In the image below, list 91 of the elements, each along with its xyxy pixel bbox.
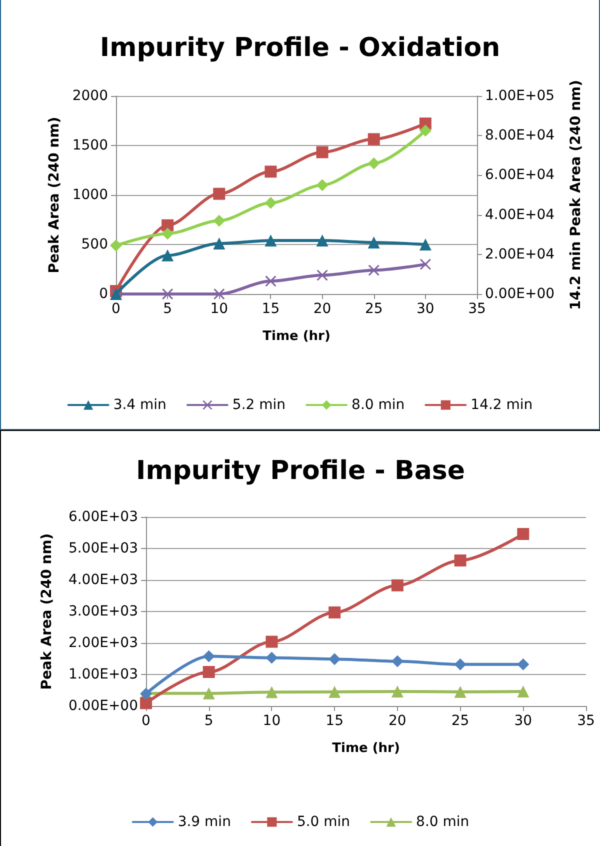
x-tick-label: 25	[451, 713, 470, 729]
point	[202, 650, 215, 662]
x-tick-label: 10	[262, 713, 281, 729]
x-tick-label: 30	[416, 301, 434, 317]
point	[391, 686, 404, 698]
x-tick-label: 0	[142, 713, 150, 729]
point	[517, 528, 530, 540]
point	[266, 686, 278, 698]
point	[368, 236, 380, 249]
x-tick-label: 35	[577, 713, 595, 729]
y2-tick-label: 2.00E+04	[485, 246, 555, 262]
point	[419, 238, 432, 250]
x-tick-label: 5	[204, 713, 214, 729]
point	[213, 214, 226, 227]
y-tick-label: 1000	[72, 187, 108, 203]
y-tick-label: 1.00E+03	[68, 666, 138, 682]
point	[517, 658, 530, 670]
y-tick-label: 1500	[72, 138, 108, 154]
point	[213, 238, 226, 250]
x-tick-label: 20	[313, 301, 332, 317]
legend-label: 8.0 min	[352, 397, 405, 413]
point	[213, 188, 226, 200]
y-tick-label: 5.00E+03	[68, 540, 138, 556]
legend-label: 5.0 min	[296, 814, 350, 830]
x-tick-label: 0	[112, 301, 120, 317]
point	[316, 179, 328, 192]
x-tick-label: 5	[163, 301, 172, 317]
point	[162, 228, 174, 240]
x-tick-label: 35	[468, 301, 486, 317]
chart-title: Impurity Profile - Oxidation	[100, 33, 500, 63]
y-tick-label: 0.00E+00	[68, 698, 138, 714]
point	[316, 146, 328, 158]
point	[264, 196, 277, 209]
y2-tick-label: 4.00E+04	[485, 206, 555, 223]
y-tick-label: 2000	[72, 88, 108, 104]
y2-tick-label: 8.00E+04	[485, 128, 555, 144]
point	[454, 554, 466, 566]
legend-label: 3.4 min	[113, 397, 166, 413]
y2-tick-label: 6.00E+04	[485, 167, 555, 184]
point	[517, 686, 530, 698]
x-tick-label: 10	[210, 301, 228, 317]
legend-label: 14.2 min	[470, 397, 533, 413]
x-axis-title: Time (hr)	[332, 741, 400, 756]
point	[316, 234, 328, 247]
point	[110, 239, 122, 252]
point	[162, 219, 174, 232]
point	[140, 697, 152, 710]
y2-tick-label: 1.00E+05	[485, 88, 555, 104]
y-tick-label: 2.00E+03	[68, 635, 138, 651]
x-tick-label: 15	[326, 713, 344, 729]
point	[162, 249, 174, 262]
y2-tick-label: 0.00E+00	[485, 286, 555, 302]
chart-title: Impurity Profile - Base	[136, 456, 465, 486]
point	[162, 288, 174, 300]
y-axis-title: Peak Area (240 nm)	[46, 116, 62, 274]
legend-label: 8.0 min	[416, 814, 470, 830]
x-axis-title: Time (hr)	[262, 329, 330, 344]
y-tick-label: 6.00E+03	[68, 509, 138, 525]
point	[420, 258, 431, 270]
point	[214, 288, 225, 300]
point	[454, 658, 466, 670]
point	[328, 686, 341, 698]
y-tick-label: 4.00E+03	[68, 572, 138, 588]
legend-label: 3.9 min	[178, 814, 231, 830]
x-tick-label: 30	[514, 713, 532, 729]
point	[368, 157, 380, 170]
point	[266, 652, 278, 664]
point	[328, 653, 341, 666]
point	[266, 636, 278, 648]
point	[264, 166, 277, 178]
x-tick-label: 20	[388, 713, 406, 729]
y-tick-label: 500	[81, 236, 108, 252]
point	[391, 579, 404, 592]
y2-axis-title: 14.2 min Peak Area (240 nm)	[568, 80, 584, 310]
point	[328, 606, 341, 618]
point	[368, 133, 380, 146]
x-tick-label: 15	[262, 301, 280, 317]
y-axis-title: Peak Area (240 nm)	[39, 533, 55, 690]
y-tick-label: 0	[99, 286, 108, 302]
point	[454, 686, 466, 698]
point	[368, 264, 380, 276]
point	[264, 234, 277, 247]
legend-label: 5.2 min	[232, 397, 286, 413]
x-tick-label: 25	[364, 301, 383, 317]
point	[419, 124, 432, 137]
point	[202, 687, 215, 700]
point	[202, 666, 215, 678]
point	[316, 270, 328, 281]
point	[391, 655, 404, 668]
y-tick-label: 3.00E+03	[68, 604, 138, 620]
point	[265, 276, 276, 287]
